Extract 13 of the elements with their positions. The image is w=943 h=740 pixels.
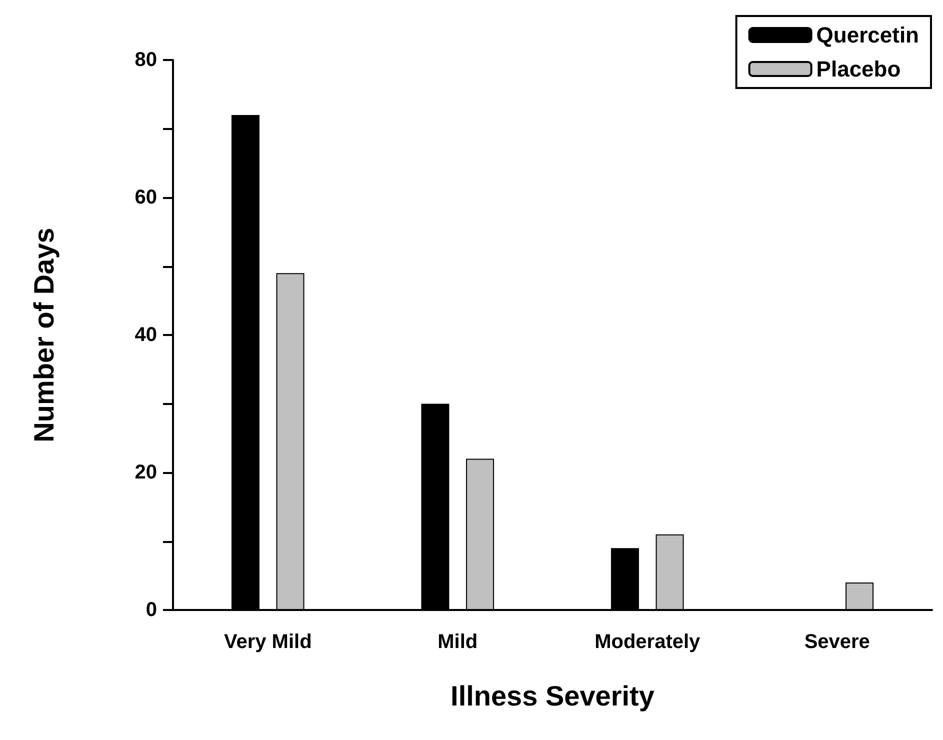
y-tick-label: 20 [134, 462, 157, 484]
legend-label: Quercetin [816, 22, 920, 48]
y-axis-title: Number of Days [28, 228, 60, 442]
x-tick-label: Severe [804, 631, 870, 653]
y-tick-label: 0 [146, 599, 157, 621]
x-tick-label: Mild [438, 631, 478, 653]
x-tick-label: Very Mild [224, 631, 312, 653]
y-tick-label: 40 [134, 324, 157, 346]
legend-label: Placebo [816, 56, 901, 82]
y-tick-label: 80 [134, 49, 157, 71]
x-axis-title: Illness Severity [450, 680, 655, 712]
x-tick-label: Moderately [594, 631, 702, 653]
y-tick-label: 60 [134, 186, 157, 208]
